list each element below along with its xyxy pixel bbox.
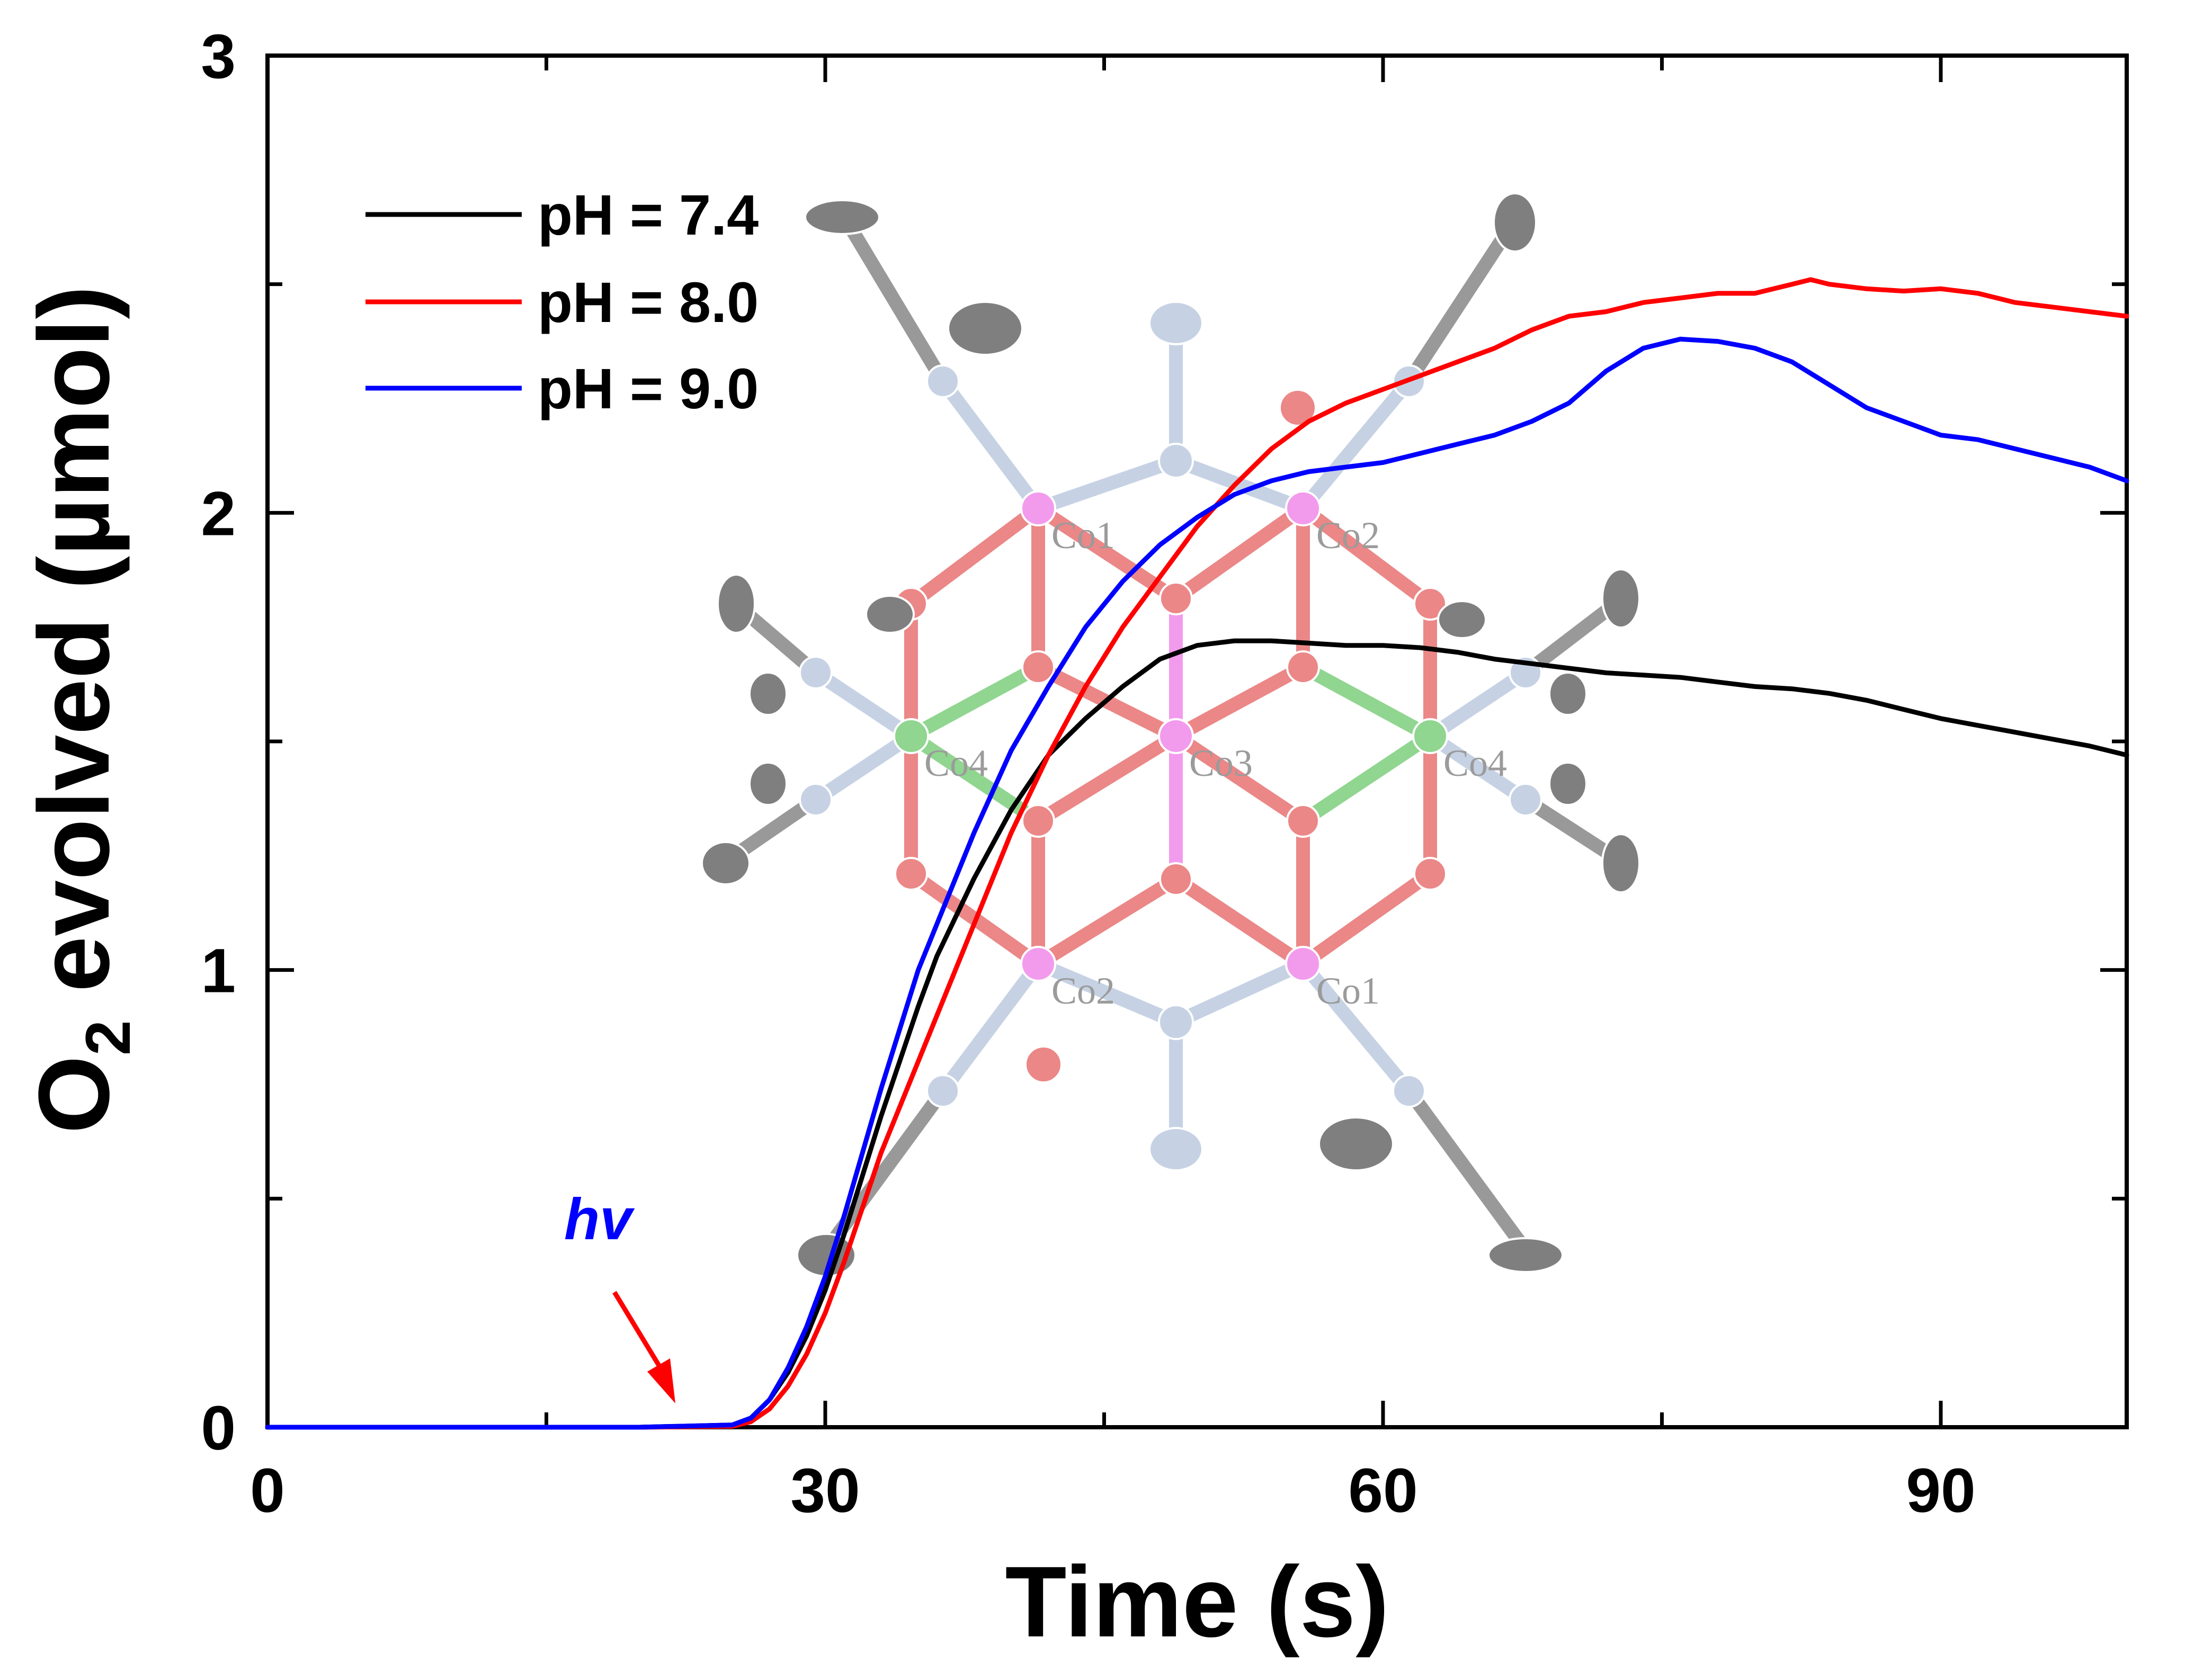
y-axis-title-main: O	[18, 1055, 130, 1134]
series-line-ph-7-4	[265, 638, 2129, 1430]
hv-arrow-shaft	[612, 1291, 662, 1368]
y-tick-labels: 0 1 2 3	[201, 22, 236, 1463]
x-tick-labels: 0 30 60 90	[250, 1456, 1975, 1526]
legend: pH = 7.4 pH = 8.0 pH = 9.0	[365, 183, 759, 420]
inset-label: Co4	[1443, 742, 1507, 784]
x-tick-label: 0	[250, 1456, 285, 1526]
inset-label: Co2	[1316, 514, 1380, 557]
legend-label-ph-7-4: pH = 7.4	[538, 183, 759, 247]
y-tick-label: 0	[201, 1393, 236, 1463]
y-axis-title: O2 evolved (µmol)	[18, 285, 144, 1134]
legend-label-ph-9-0: pH = 9.0	[538, 356, 759, 420]
x-tick-label: 60	[1348, 1456, 1417, 1526]
x-tick-label: 90	[1906, 1456, 1975, 1526]
inset-bonds	[724, 216, 1622, 1257]
inset-label: Co2	[1051, 970, 1115, 1012]
inset-label: Co3	[1189, 742, 1253, 784]
y-axis-title-subscript: 2	[73, 1020, 144, 1055]
y-tick-label: 3	[201, 22, 236, 92]
inset-label: Co4	[924, 742, 988, 784]
series-line-ph-9-0	[265, 336, 2129, 1430]
inset-label: Co1	[1316, 970, 1380, 1012]
crystal-structure-inset: Co1 Co2 Co3 Co4 Co4 Co2 Co1	[701, 192, 1640, 1277]
inset-atoms	[701, 192, 1640, 1277]
hv-label: hv	[564, 1187, 635, 1252]
x-tick-label: 30	[790, 1456, 860, 1526]
hv-arrow-head	[647, 1358, 675, 1403]
inset-labels: Co1 Co2 Co3 Co4 Co4 Co2 Co1	[924, 514, 1507, 1012]
axis-ticks	[265, 53, 2127, 1429]
y-tick-label: 1	[201, 936, 236, 1006]
inset-label: Co1	[1051, 514, 1115, 557]
series-group	[265, 277, 2129, 1430]
x-axis-title: Time (s)	[1005, 1546, 1389, 1658]
y-tick-label: 2	[201, 479, 236, 549]
hv-annotation: hv	[564, 1187, 675, 1403]
series-line-ph-8-0	[265, 277, 2129, 1430]
y-axis-title-rest: evolved (µmol)	[18, 285, 130, 1020]
legend-label-ph-8-0: pH = 8.0	[538, 270, 759, 334]
